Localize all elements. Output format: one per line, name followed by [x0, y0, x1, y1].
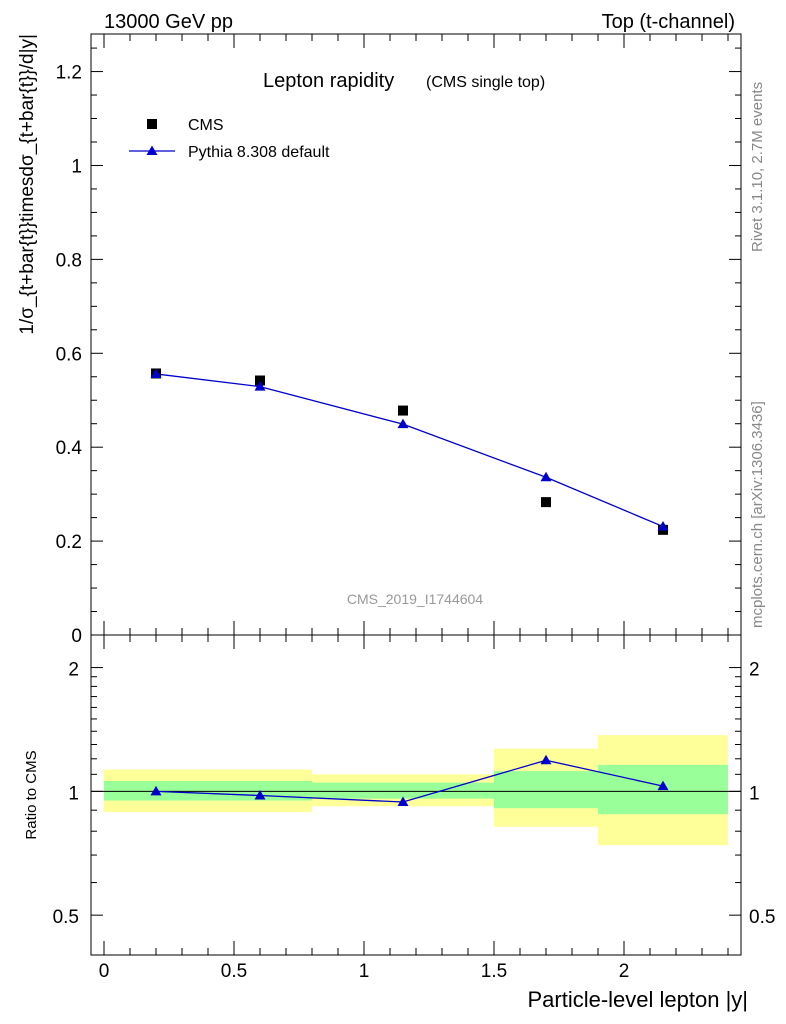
main-y-tick-label: 1.2 — [56, 63, 82, 84]
ratio-y-tick-label-right: 1 — [749, 783, 760, 804]
ratio-band-inner — [312, 782, 494, 799]
main-y-tick-label: 1 — [71, 156, 82, 177]
ratio-band-inner — [494, 771, 598, 809]
mcplots-label: mcplots.cern.ch [arXiv:1306.3436] — [749, 401, 766, 628]
ratio-pythia-point — [397, 796, 409, 807]
ratio-y-axis-label: Ratio to CMS — [23, 750, 40, 839]
pythia-point — [657, 521, 669, 531]
ratio-y-tick-label: 1 — [68, 783, 79, 804]
rivet-label: Rivet 3.1.10, 2.7M events — [749, 82, 766, 252]
cms-point — [398, 405, 408, 416]
legend-label-cms: CMS — [188, 117, 224, 134]
legend-label-pythia: Pythia 8.308 default — [188, 144, 330, 161]
watermark: CMS_2019_I1744604 — [347, 591, 483, 607]
ratio-y-tick-label: 0.5 — [53, 907, 79, 928]
main-y-ticks: 0 0.2 0.4 0.6 0.8 1 1.2 — [56, 47, 741, 647]
main-y-tick-label: 0.4 — [56, 438, 83, 459]
ratio-y-ticks: 0.5 0.5 1 1 2 2 — [53, 660, 776, 929]
main-y-tick-label: 0.8 — [56, 250, 82, 271]
main-x-ticks — [103, 34, 729, 635]
x-tick-label: 2 — [619, 961, 630, 982]
ratio-marks — [150, 754, 669, 807]
ratio-pythia-point — [657, 780, 669, 791]
main-y-tick-label: 0.6 — [56, 344, 82, 365]
ratio-y-tick-label-right: 0.5 — [749, 907, 775, 928]
ratio-pythia-point — [150, 785, 162, 796]
legend-marker-pythia — [146, 145, 158, 155]
x-tick-label: 0.5 — [221, 961, 247, 982]
legend: CMS Pythia 8.308 default — [129, 117, 330, 161]
main-y-tick-label: 0 — [71, 626, 82, 647]
cms-point — [255, 375, 265, 386]
pythia-point — [254, 381, 266, 391]
chart-title: Lepton rapidity — [263, 70, 394, 92]
main-y-tick-label: 0.2 — [56, 532, 82, 553]
legend-marker-cms — [147, 119, 157, 129]
pythia-point — [540, 471, 552, 482]
cms-point — [541, 497, 551, 508]
main-panel: Lepton rapidity (CMS single top) CMS_201… — [17, 33, 742, 647]
pythia-line — [155, 373, 664, 528]
ratio-pythia-point — [540, 754, 552, 765]
pythia-point — [150, 368, 162, 378]
header-right: Top (t-channel) — [602, 11, 735, 33]
ratio-x-ticks: 0 0.5 1 1.5 2 — [99, 635, 729, 982]
header-left: 13000 GeV pp — [104, 11, 233, 33]
ratio-bands — [104, 735, 728, 846]
x-tick-label: 0 — [99, 961, 110, 982]
y-axis-label: 1/σ_{t+bar{t}}timesdσ_{t+bar{t}}/d|y| — [17, 34, 38, 335]
ratio-y-tick-label: 2 — [68, 660, 79, 681]
main-marks — [150, 368, 669, 535]
pythia-point — [397, 418, 409, 429]
x-axis-label: Particle-level lepton |y| — [527, 987, 748, 1012]
ratio-pythia-point — [254, 790, 266, 800]
chart-subtitle: (CMS single top) — [426, 74, 545, 91]
ratio-panel: Ratio to CMS Particle-level lepton |y| 0… — [23, 634, 776, 1012]
x-tick-label: 1 — [359, 961, 370, 982]
ratio-y-tick-label-right: 2 — [749, 660, 760, 681]
x-tick-label: 1.5 — [481, 961, 507, 982]
